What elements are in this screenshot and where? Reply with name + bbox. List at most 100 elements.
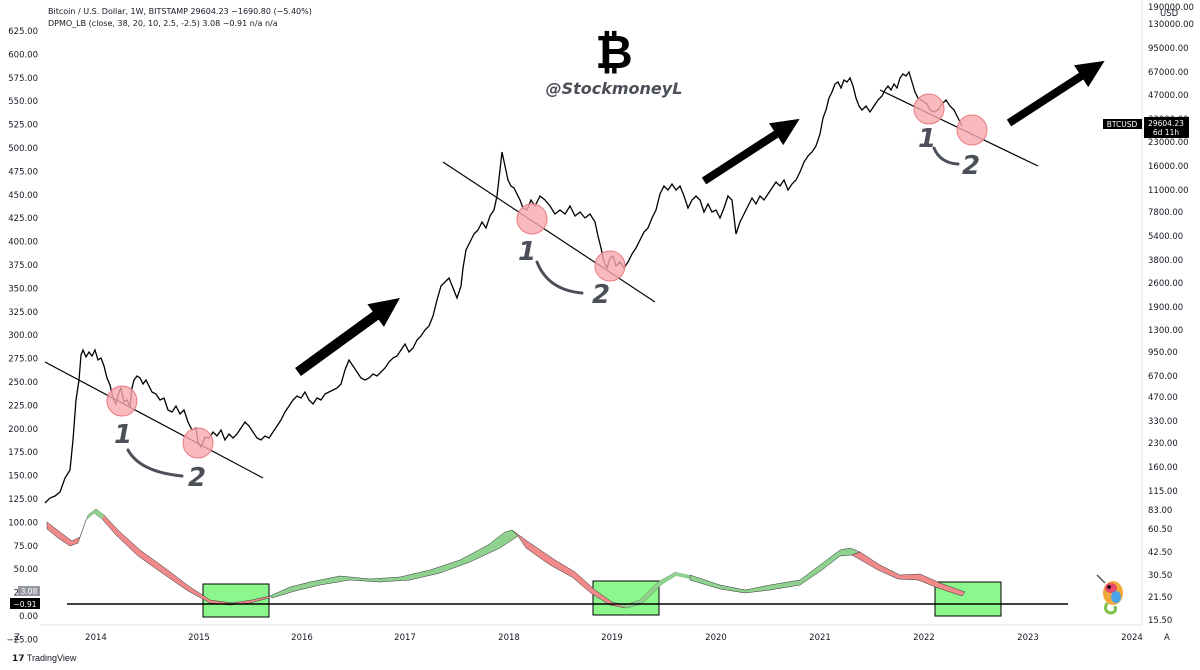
left-tick-label: 175.00 bbox=[8, 448, 38, 458]
x-tick-label: 2023 bbox=[1017, 633, 1039, 643]
right-tick-label: 230.00 bbox=[1148, 439, 1178, 449]
left-tick-label: 500.00 bbox=[8, 144, 38, 154]
right-tick-label: 130000.00 bbox=[1148, 20, 1194, 30]
left-tick-label: 425.00 bbox=[8, 214, 38, 224]
x-tick-label: 2015 bbox=[188, 633, 210, 643]
tradingview-logo-icon: 𝟭𝟳 bbox=[12, 653, 25, 663]
brand-text: TradingView bbox=[26, 653, 77, 663]
x-tick-label: 2016 bbox=[291, 633, 313, 643]
left-tick-label: 250.00 bbox=[8, 378, 38, 388]
left-tick-label: 525.00 bbox=[8, 121, 38, 131]
wave-label-1: 1 bbox=[918, 124, 936, 154]
right-tick-label: 190000.00 bbox=[1148, 3, 1194, 13]
left-tick-label: 200.00 bbox=[8, 425, 38, 435]
right-log-axis[interactable]: 190000.00 130000.00 95000.00 67000.00 47000.… bbox=[1148, 3, 1194, 626]
left-price-axis[interactable]: 625.00 600.00 575.00 550.00 525.00 500.00 475.… bbox=[7, 27, 38, 645]
left-tick-label: 125.00 bbox=[8, 495, 38, 505]
left-tick-label: 450.00 bbox=[8, 191, 38, 201]
right-tick-label: 950.00 bbox=[1148, 348, 1178, 358]
right-tick-label: 30.50 bbox=[1148, 571, 1172, 581]
x-tick-label: 2017 bbox=[394, 633, 416, 643]
right-tick-label: 60.50 bbox=[1148, 525, 1172, 535]
trend-line bbox=[44, 361, 264, 479]
left-tick-label: 225.00 bbox=[8, 401, 38, 411]
time-axis[interactable]: 2014 2015 2016 2017 2018 2019 2020 2021 2022 2023… bbox=[85, 633, 1143, 643]
x-tick-label: 2014 bbox=[85, 633, 107, 643]
annotations: 1 2 1 2 1 2 bbox=[114, 124, 980, 493]
trend-arrows bbox=[295, 60, 1105, 377]
author-handle: @StockmoneyL bbox=[546, 79, 683, 98]
left-tick-label: 325.00 bbox=[8, 308, 38, 318]
left-tick-label: 600.00 bbox=[8, 50, 38, 60]
right-tick-label: 67000.00 bbox=[1148, 68, 1189, 78]
left-tick-label: 50.00 bbox=[14, 565, 38, 575]
right-tick-label: 83.00 bbox=[1148, 506, 1172, 516]
left-tick-label: 375.00 bbox=[8, 261, 38, 271]
right-tick-label: 1300.00 bbox=[1148, 326, 1183, 336]
right-tick-label: 115.00 bbox=[1148, 487, 1178, 497]
right-tick-label: 5400.00 bbox=[1148, 232, 1183, 242]
wave-label-2: 2 bbox=[962, 151, 980, 181]
left-tick-label: 550.00 bbox=[8, 97, 38, 107]
left-tick-label: 275.00 bbox=[8, 355, 38, 365]
x-tick-label: 2024 bbox=[1121, 633, 1143, 643]
right-tick-label: 95000.00 bbox=[1148, 44, 1189, 54]
price-tag-time: 6d 11h bbox=[1153, 128, 1179, 137]
wave-label-2: 2 bbox=[188, 463, 206, 493]
indicator-tag-2 bbox=[10, 598, 40, 609]
chameleon-icon bbox=[1096, 574, 1123, 615]
right-tick-label: 2600.00 bbox=[1148, 279, 1183, 289]
right-tick-label: 11000.00 bbox=[1148, 186, 1189, 196]
right-tick-label: 7800.00 bbox=[1148, 208, 1183, 218]
left-tick-label: 300.00 bbox=[8, 331, 38, 341]
left-tick-label: 575.00 bbox=[8, 74, 38, 84]
right-tick-label: 23000.00 bbox=[1148, 138, 1189, 148]
left-tick-label: 625.00 bbox=[8, 27, 38, 37]
indicator-tag-1 bbox=[18, 586, 40, 596]
right-tick-label: 1900.00 bbox=[1148, 303, 1183, 313]
indicator-tag-2-text: −0.91 bbox=[14, 600, 37, 609]
left-tick-label: 0.00 bbox=[19, 612, 38, 622]
left-tick-label: 475.00 bbox=[8, 167, 38, 177]
x-tick-label: 2018 bbox=[498, 633, 520, 643]
price-line bbox=[44, 70, 963, 504]
left-tick-label: 150.00 bbox=[8, 472, 38, 482]
left-tick-label: 350.00 bbox=[8, 284, 38, 294]
left-tick-label: −25.00 bbox=[7, 635, 38, 645]
right-axis-unit: USD bbox=[1160, 9, 1179, 19]
price-tag-value: 29604.23 bbox=[1148, 119, 1184, 128]
indicator-tag-1-text: 3.08 bbox=[21, 587, 38, 596]
wave-label-1: 1 bbox=[518, 237, 536, 267]
x-tick-label: 2021 bbox=[809, 633, 831, 643]
touch-markers bbox=[106, 93, 988, 459]
price-tag-symbol: BTCUSD bbox=[1107, 120, 1138, 129]
right-tick-label: 160.00 bbox=[1148, 463, 1178, 473]
right-tick-label: 42.50 bbox=[1148, 548, 1172, 558]
wave-label-2: 2 bbox=[592, 280, 610, 310]
x-tick-label: 2020 bbox=[705, 633, 727, 643]
right-corner-label: A bbox=[1164, 633, 1170, 643]
wave-label-1: 1 bbox=[114, 420, 132, 450]
x-tick-label: 2019 bbox=[601, 633, 623, 643]
right-tick-label: 15.50 bbox=[1148, 616, 1172, 626]
trend-line bbox=[442, 161, 656, 303]
right-tick-label: 470.00 bbox=[1148, 393, 1178, 403]
oscillator bbox=[46, 508, 966, 609]
left-tick-label: 75.00 bbox=[14, 542, 38, 552]
right-tick-label: 330.00 bbox=[1148, 417, 1178, 427]
right-tick-label: 16000.00 bbox=[1148, 162, 1189, 172]
indicator-legend: DPMO_LB (close, 38, 20, 10, 2.5, -2.5) 3… bbox=[48, 19, 278, 28]
left-corner-label: Z bbox=[14, 633, 20, 643]
right-tick-label: 3800.00 bbox=[1148, 256, 1183, 266]
right-tick-label: 21.50 bbox=[1148, 593, 1172, 603]
tradingview-brand[interactable]: 𝟭𝟳 TradingView bbox=[12, 653, 76, 664]
price-tag[interactable]: BTCUSD 29604.23 6d 11h bbox=[1103, 117, 1189, 138]
x-tick-label: 2022 bbox=[913, 633, 935, 643]
left-tick-label: 100.00 bbox=[8, 518, 38, 528]
right-tick-label: 670.00 bbox=[1148, 372, 1178, 382]
left-tick-label: 400.00 bbox=[8, 238, 38, 248]
bitcoin-logo-icon: ₿ bbox=[595, 25, 633, 79]
right-tick-label: 47000.00 bbox=[1148, 91, 1189, 101]
